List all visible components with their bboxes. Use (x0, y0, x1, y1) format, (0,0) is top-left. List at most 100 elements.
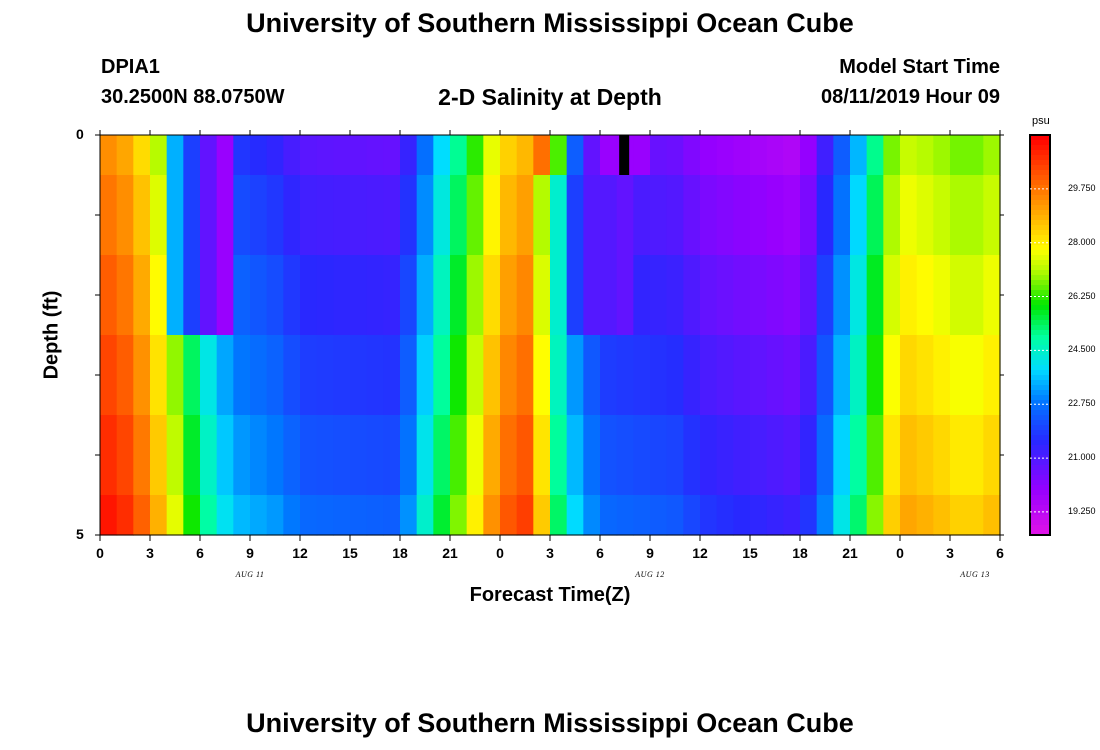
heatmap-cell (650, 495, 668, 536)
heatmap-cell (500, 255, 518, 336)
colorbar-segment (1030, 430, 1050, 436)
heatmap-cell (200, 415, 218, 496)
colorbar-segment (1030, 465, 1050, 471)
colorbar-segment (1030, 350, 1050, 356)
x-tick-label: 21 (842, 545, 858, 561)
main-title-bottom: University of Southern Mississippi Ocean… (246, 708, 854, 738)
heatmap-cell (416, 335, 434, 416)
heatmap-cell (150, 335, 168, 416)
heatmap-cell (983, 335, 1001, 416)
heatmap-cell (516, 335, 534, 416)
colorbar-segment (1030, 530, 1050, 536)
heatmap-cell (116, 335, 134, 416)
heatmap-cell (483, 495, 501, 536)
heatmap-cell (916, 255, 934, 336)
heatmap-cell (633, 135, 651, 176)
heatmap-cell (383, 495, 401, 536)
heatmap-cell (783, 135, 801, 176)
x-tick-label: 12 (292, 545, 308, 561)
x-tick-label: 12 (692, 545, 708, 561)
heatmap-cell (333, 135, 351, 176)
main-title-top: University of Southern Mississippi Ocean… (246, 8, 854, 38)
heatmap-cell (500, 495, 518, 536)
heatmap-cell (216, 415, 234, 496)
colorbar-tick-label: 22.750 (1068, 398, 1096, 409)
heatmap-cell (916, 175, 934, 256)
colorbar-segment (1030, 150, 1050, 156)
heatmap-cell (800, 175, 818, 256)
heatmap-cell (716, 135, 734, 176)
heatmap-cell (900, 135, 918, 176)
heatmap-cell (683, 415, 701, 496)
heatmap-cell (133, 255, 151, 336)
heatmap-cell (800, 495, 818, 536)
colorbar-frame (1029, 134, 1051, 536)
colorbar-segment (1030, 405, 1050, 411)
heatmap-cell (683, 255, 701, 336)
heatmap-cell (733, 175, 751, 256)
heatmap-cell (483, 175, 501, 256)
colorbar-tick-label: 21.000 (1068, 452, 1096, 463)
x-tick-label: 9 (246, 545, 254, 561)
heatmap-cell (183, 135, 201, 176)
heatmap-cell (366, 495, 384, 536)
heatmap-cell (216, 135, 234, 176)
heatmap-cell (616, 415, 634, 496)
heatmap-cell (350, 335, 368, 416)
colorbar-segment (1030, 450, 1050, 456)
heatmap-cell (600, 495, 618, 536)
plot-title: 2-D Salinity at Depth (438, 84, 662, 110)
heatmap-cell (216, 255, 234, 336)
heatmap-cell (250, 255, 268, 336)
colorbar-segment (1030, 270, 1050, 276)
colorbar-segment (1030, 380, 1050, 386)
missing-data-marker (619, 135, 630, 175)
heatmap-cell (150, 255, 168, 336)
colorbar-segment (1030, 425, 1050, 431)
heatmap-cell (483, 255, 501, 336)
colorbar-segment (1030, 510, 1050, 516)
colorbar-segment (1030, 220, 1050, 226)
heatmap-cell (383, 255, 401, 336)
heatmap-cell (366, 255, 384, 336)
heatmap-cell (700, 255, 718, 336)
station-id: DPIA1 (101, 56, 160, 78)
colorbar-segment (1030, 400, 1050, 406)
colorbar-segment (1030, 340, 1050, 346)
heatmap-cell (133, 135, 151, 176)
heatmap-cell (583, 175, 601, 256)
y-axis-label: Depth (ft) (40, 290, 63, 380)
heatmap-cell (733, 255, 751, 336)
heatmap-cell (583, 255, 601, 336)
x-tick-label: 0 (496, 545, 504, 561)
heatmap-cell (166, 335, 184, 416)
heatmap-cell (333, 415, 351, 496)
heatmap-cell (266, 255, 284, 336)
heatmap-cell (283, 255, 301, 336)
heatmap-cell (366, 175, 384, 256)
heatmap-cell (500, 335, 518, 416)
heatmap-cell (350, 175, 368, 256)
heatmap-cell (316, 335, 334, 416)
heatmap-cell (266, 175, 284, 256)
heatmap-cell (466, 255, 484, 336)
colorbar-segment (1030, 335, 1050, 341)
colorbar-segment (1030, 385, 1050, 391)
heatmap-cell (100, 175, 118, 256)
colorbar-segment (1030, 205, 1050, 211)
heatmap-cell (666, 495, 684, 536)
heatmap-cell (250, 335, 268, 416)
heatmap-cell (133, 175, 151, 256)
heatmap-cell (550, 415, 568, 496)
heatmap-cell (833, 175, 851, 256)
heatmap-cell (116, 255, 134, 336)
colorbar-segment (1030, 135, 1050, 141)
y-tick-label: 5 (76, 526, 84, 542)
heatmap-cell (616, 335, 634, 416)
heatmap-cell (816, 495, 834, 536)
colorbar-segment (1030, 505, 1050, 511)
heatmap-cell (500, 415, 518, 496)
heatmap-cell (816, 135, 834, 176)
heatmap-cell (883, 135, 901, 176)
heatmap-cell (733, 335, 751, 416)
